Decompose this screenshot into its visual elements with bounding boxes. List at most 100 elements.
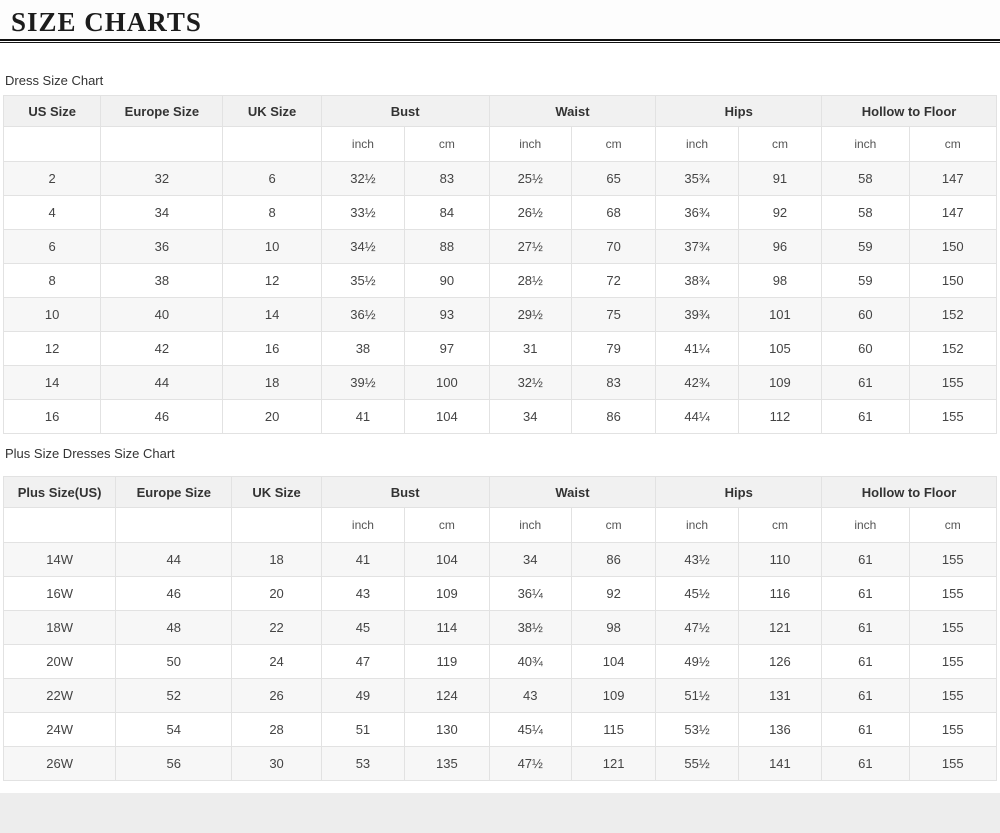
empty-cell: [100, 126, 224, 162]
cell: 100: [404, 365, 490, 400]
cell: 79: [570, 331, 657, 366]
cell: 49½: [655, 644, 739, 679]
cell: 155: [908, 542, 998, 577]
cell: 43: [488, 678, 572, 713]
cell: 48: [115, 610, 233, 645]
cell: 31: [488, 331, 572, 366]
plus-size-chart-label: Plus Size Dresses Size Chart: [5, 446, 175, 461]
cell: 116: [737, 576, 823, 611]
cell: 46: [115, 576, 233, 611]
cell: 10: [2, 297, 102, 332]
cell: 41¼: [655, 331, 739, 366]
cell: 61: [821, 644, 910, 679]
empty-cell: [222, 126, 322, 162]
cell: 44¼: [655, 399, 739, 434]
cell: 105: [737, 331, 823, 366]
cell: 8: [222, 195, 322, 230]
table-row: 26W 56 30 53 135 47½ 121 55½ 141 61 155: [2, 746, 998, 781]
table-row: 20W 50 24 47 119 40¾ 104 49½ 126 61 155: [2, 644, 998, 679]
cell: 136: [737, 712, 823, 747]
column-header: Bust: [320, 476, 490, 508]
cell: 61: [821, 678, 910, 713]
table-row: 10 40 14 36½ 93 29½ 75 39¾ 101 60 152: [2, 297, 998, 332]
cell: 37¾: [655, 229, 739, 264]
column-header: UK Size: [222, 95, 322, 127]
column-header: Bust: [320, 95, 490, 127]
cell: 109: [570, 678, 657, 713]
cell: 39½: [320, 365, 406, 400]
unit-cell: inch: [320, 126, 406, 162]
cell: 152: [908, 331, 998, 366]
cell: 6: [222, 161, 322, 196]
column-header: Hollow to Floor: [821, 95, 997, 127]
cell: 10: [222, 229, 322, 264]
cell: 14: [222, 297, 322, 332]
cell: 114: [404, 610, 490, 645]
column-header: Hollow to Floor: [821, 476, 997, 508]
cell: 61: [821, 365, 910, 400]
cell: 43½: [655, 542, 739, 577]
cell: 98: [570, 610, 657, 645]
unit-cell: cm: [737, 507, 823, 543]
cell: 35¾: [655, 161, 739, 196]
cell: 92: [737, 195, 823, 230]
cell: 30: [231, 746, 322, 781]
cell: 84: [404, 195, 490, 230]
cell: 61: [821, 399, 910, 434]
cell: 50: [115, 644, 233, 679]
cell: 61: [821, 746, 910, 781]
cell: 36½: [320, 297, 406, 332]
masthead: SIZE CHARTS: [0, 0, 1000, 43]
cell: 22W: [2, 678, 117, 713]
table-row: 4 34 8 33½ 84 26½ 68 36¾ 92 58 147: [2, 195, 998, 230]
cell: 58: [821, 161, 910, 196]
column-header: Waist: [488, 95, 657, 127]
column-header: Europe Size: [100, 95, 224, 127]
table-row: 6 36 10 34½ 88 27½ 70 37¾ 96 59 150: [2, 229, 998, 264]
cell: 155: [908, 365, 998, 400]
unit-cell: inch: [488, 507, 572, 543]
unit-cell: cm: [570, 126, 657, 162]
cell: 28: [231, 712, 322, 747]
cell: 130: [404, 712, 490, 747]
table-row: 14W 44 18 41 104 34 86 43½ 110 61 155: [2, 542, 998, 577]
cell: 24: [231, 644, 322, 679]
column-header: UK Size: [231, 476, 322, 508]
column-header: Europe Size: [115, 476, 233, 508]
cell: 51: [320, 712, 406, 747]
cell: 49: [320, 678, 406, 713]
cell: 40¾: [488, 644, 572, 679]
cell: 12: [2, 331, 102, 366]
cell: 40: [100, 297, 224, 332]
cell: 34: [488, 399, 572, 434]
cell: 41: [320, 399, 406, 434]
cell: 96: [737, 229, 823, 264]
cell: 53: [320, 746, 406, 781]
table-header-row: US Size Europe Size UK Size Bust Waist Hips Ho…: [2, 95, 997, 127]
cell: 61: [821, 542, 910, 577]
cell: 20W: [2, 644, 117, 679]
cell: 72: [570, 263, 657, 298]
cell: 16W: [2, 576, 117, 611]
cell: 58: [821, 195, 910, 230]
bottom-gray-strip: [0, 793, 1000, 833]
cell: 20: [231, 576, 322, 611]
cell: 38¾: [655, 263, 739, 298]
cell: 38½: [488, 610, 572, 645]
unit-cell: inch: [821, 126, 910, 162]
table-row: 18W 48 22 45 114 38½ 98 47½ 121 61 155: [2, 610, 998, 645]
cell: 53½: [655, 712, 739, 747]
dress-size-chart-label: Dress Size Chart: [5, 73, 104, 88]
cell: 60: [821, 297, 910, 332]
cell: 4: [2, 195, 102, 230]
cell: 24W: [2, 712, 117, 747]
cell: 59: [821, 229, 910, 264]
cell: 104: [404, 542, 490, 577]
table-row: 8 38 12 35½ 90 28½ 72 38¾ 98 59 150: [2, 263, 998, 298]
cell: 18W: [2, 610, 117, 645]
cell: 42: [100, 331, 224, 366]
cell: 32½: [320, 161, 406, 196]
cell: 34: [488, 542, 572, 577]
cell: 41: [320, 542, 406, 577]
unit-cell: cm: [570, 507, 657, 543]
